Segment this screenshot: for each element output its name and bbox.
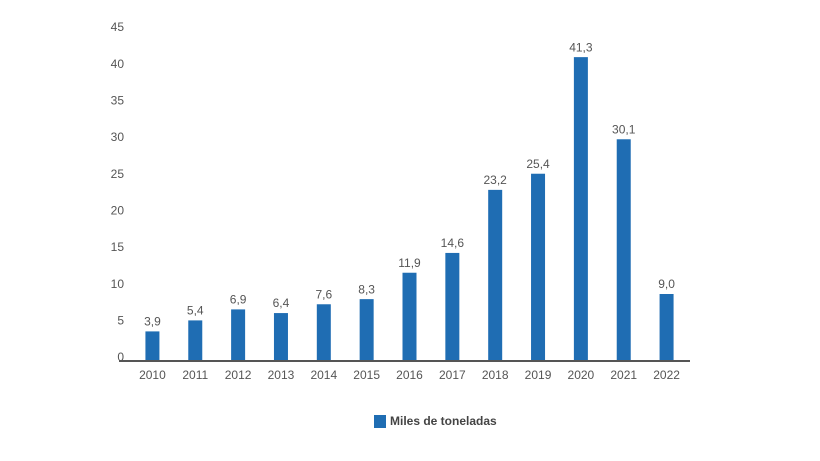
bar [531,173,546,360]
legend-swatch [374,415,386,428]
value-label: 5,4 [187,304,204,318]
y-tick-label: 10 [111,277,125,291]
value-label: 8,3 [358,282,375,296]
y-tick-label: 5 [117,314,124,328]
bar [616,139,631,360]
x-tick-label: 2013 [268,368,295,382]
value-label: 6,9 [230,293,247,307]
value-label: 3,9 [144,315,161,329]
value-label: 9,0 [658,277,675,291]
y-tick-label: 35 [111,94,125,108]
bar [145,331,160,360]
y-tick-label: 15 [111,240,125,254]
y-tick-label: 45 [111,20,125,34]
value-label: 11,9 [398,256,421,270]
bar [188,320,203,360]
y-tick-label: 40 [111,57,125,71]
bar [445,252,460,360]
x-tick-label: 2010 [139,368,166,382]
value-label: 14,6 [441,236,465,250]
bar [231,309,246,360]
x-tick-label: 2021 [610,368,637,382]
x-tick-label: 2011 [182,368,208,382]
x-tick-label: 2022 [653,368,680,382]
value-label: 41,3 [569,40,593,54]
value-label: 25,4 [526,157,550,171]
legend-text: Miles de toneladas [390,414,497,428]
bar [402,272,417,360]
y-tick-label: 30 [111,130,125,144]
y-tick-label: 0 [117,350,124,364]
bar [488,189,503,360]
y-tick-label: 25 [111,167,125,181]
bar [316,304,331,360]
bar [359,299,374,360]
bar [573,57,588,361]
x-tick-label: 2020 [568,368,595,382]
x-tick-label: 2019 [525,368,552,382]
value-label: 23,2 [484,173,508,187]
x-tick-label: 2016 [396,368,423,382]
bar [273,313,288,360]
value-label: 6,4 [273,296,290,310]
bar [659,294,674,360]
x-tick-label: 2015 [353,368,380,382]
x-tick-label: 2014 [310,368,337,382]
x-tick-label: 2018 [482,368,509,382]
value-label: 7,6 [315,287,332,301]
x-tick-label: 2017 [439,368,466,382]
x-tick-label: 2012 [225,368,252,382]
y-tick-label: 20 [111,204,125,218]
value-label: 30,1 [612,122,636,136]
